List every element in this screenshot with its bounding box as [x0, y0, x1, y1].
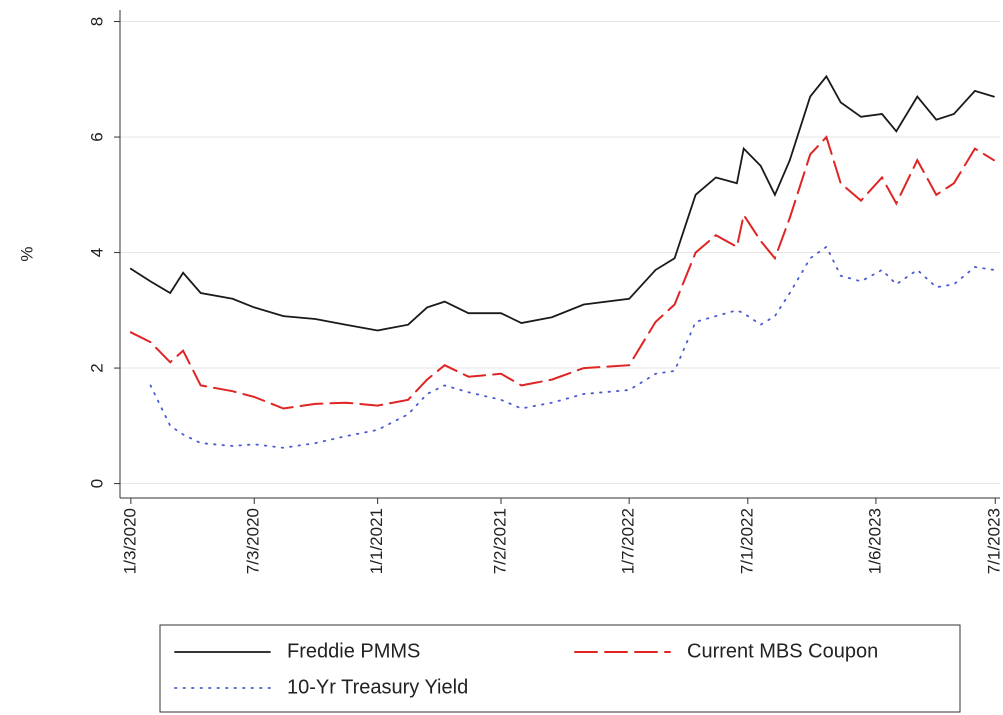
x-tick-label: 7/1/2023 — [985, 508, 1003, 574]
y-tick-label: 2 — [87, 363, 106, 372]
legend-label: Freddie PMMS — [287, 640, 420, 662]
x-tick-label: 1/3/2020 — [120, 508, 139, 574]
x-tick-label: 1/7/2022 — [619, 508, 638, 574]
y-tick-label: 0 — [87, 479, 106, 488]
y-axis-label: % — [17, 246, 36, 261]
x-tick-label: 1/1/2021 — [367, 508, 386, 574]
legend-box — [159, 624, 961, 713]
legend-label: Current MBS Coupon — [687, 640, 878, 662]
legend-label: 10-Yr Treasury Yield — [287, 676, 468, 698]
x-tick-label: 7/3/2020 — [244, 508, 263, 574]
series-line — [129, 135, 995, 410]
series-line — [149, 245, 995, 449]
y-tick-label: 6 — [87, 132, 106, 141]
y-tick-label: 8 — [87, 17, 106, 26]
x-tick-label: 7/2/2021 — [491, 508, 510, 574]
y-tick-label: 4 — [87, 248, 106, 257]
series-line — [129, 74, 995, 332]
x-tick-label: 1/6/2023 — [865, 508, 884, 574]
x-tick-label: 7/1/2022 — [737, 508, 756, 574]
